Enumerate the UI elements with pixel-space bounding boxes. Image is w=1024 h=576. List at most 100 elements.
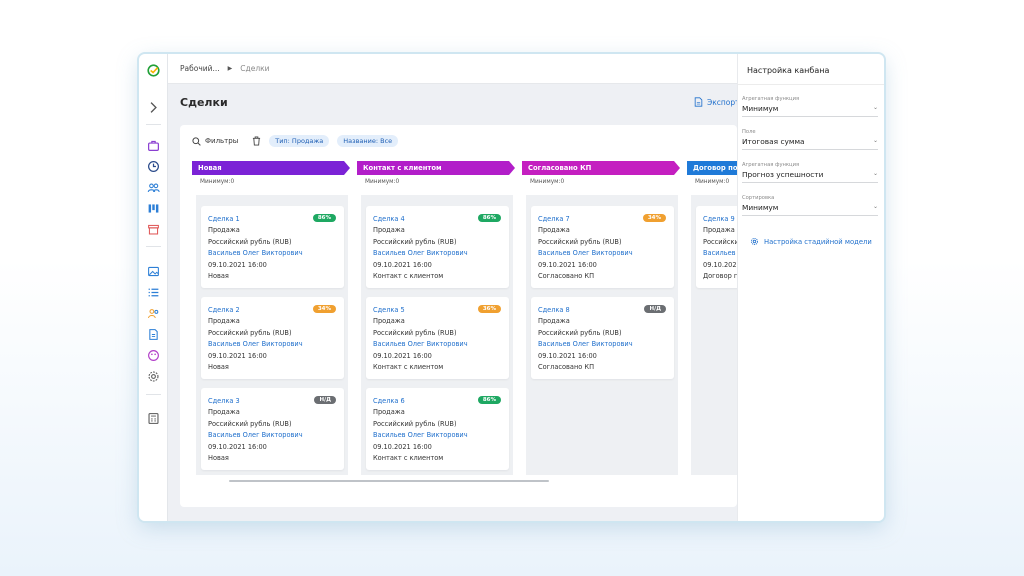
deal-currency: Российский рубль (RUB)	[208, 237, 292, 246]
deal-stage: Контакт с клиентом	[373, 454, 444, 463]
deal-card[interactable]: Сделка 1 Продажа Российский рубль (RUB) …	[201, 206, 344, 288]
deal-date: 09.10.2021 16:00	[373, 442, 432, 451]
column-summary: Минимум:0	[695, 179, 730, 185]
trash-icon[interactable]	[252, 136, 261, 146]
deal-stage: Контакт с клиентом	[373, 272, 444, 281]
deal-owner-link[interactable]: Васильев Олег Викторович	[538, 340, 633, 349]
chevron-down-icon: ⌄	[872, 170, 878, 177]
image-icon[interactable]	[146, 264, 161, 279]
deal-currency: Российский рубль (RUB)	[373, 419, 457, 428]
probability-badge: 34%	[312, 305, 336, 313]
deal-card[interactable]: Сделка 9 Продажа Российский р Васильев О…	[696, 206, 737, 288]
deal-date: 09.10.2021	[703, 260, 737, 269]
deal-name-link[interactable]: Сделка 5	[373, 306, 405, 314]
archive-icon[interactable]	[146, 222, 161, 237]
deal-date: 09.10.2021 16:00	[538, 351, 597, 360]
page-title: Сделки	[180, 96, 228, 109]
deal-type: Продажа	[208, 226, 240, 235]
deal-type: Продажа	[703, 226, 735, 235]
deal-name-link[interactable]: Сделка 4	[373, 215, 405, 223]
filters-button[interactable]: Фильтры	[192, 136, 238, 146]
panel-title: Настройка канбана	[747, 66, 830, 75]
chevron-down-icon: ⌄	[872, 104, 878, 111]
deal-card[interactable]: Сделка 5 Продажа Российский рубль (RUB) …	[366, 297, 509, 379]
deal-card[interactable]: Сделка 7 Продажа Российский рубль (RUB) …	[531, 206, 674, 288]
deal-owner-link[interactable]: Васильев Олег Викторович	[373, 249, 468, 258]
export-button[interactable]: Экспорт	[694, 97, 740, 107]
team-icon[interactable]	[146, 306, 161, 321]
list-icon[interactable]	[146, 285, 161, 300]
deal-card[interactable]: Сделка 3 Продажа Российский рубль (RUB) …	[201, 388, 344, 470]
column-header[interactable]: Новая	[192, 161, 350, 175]
briefcase-icon[interactable]	[146, 138, 161, 153]
expand-chevron-icon[interactable]	[146, 100, 161, 115]
deal-owner-link[interactable]: Васильев Олег Викторович	[373, 431, 468, 440]
deal-type: Продажа	[208, 317, 240, 326]
column-summary: Минимум:0	[530, 179, 565, 185]
deal-stage: Согласовано КП	[538, 363, 595, 372]
clock-icon[interactable]	[146, 159, 161, 174]
deal-currency: Российский рубль (RUB)	[373, 328, 457, 337]
document-icon[interactable]	[146, 327, 161, 342]
deal-card[interactable]: Сделка 2 Продажа Российский рубль (RUB) …	[201, 297, 344, 379]
deal-name-link[interactable]: Сделка 3	[208, 397, 240, 405]
probability-badge: 86%	[477, 396, 501, 404]
filter-chip-name[interactable]: Название: Все	[337, 135, 399, 147]
field-value: Прогноз успешности	[742, 170, 824, 179]
deal-date: 09.10.2021 16:00	[373, 260, 432, 269]
deal-stage: Новая	[208, 454, 229, 463]
deal-name-link[interactable]: Сделка 7	[538, 215, 570, 223]
deal-owner-link[interactable]: Васильев Олег Викторович	[208, 249, 303, 258]
app-window: Рабочий... ▶ Сделки Сделки Экспорт Фильт…	[139, 54, 884, 521]
stage-model-settings-link[interactable]: Настройка стадийной модели	[750, 237, 872, 246]
column-header[interactable]: Договор под	[687, 161, 737, 175]
deal-owner-link[interactable]: Васильев Олег Викторович	[208, 340, 303, 349]
deal-type: Продажа	[538, 317, 570, 326]
deal-owner-link[interactable]: Васильев О	[703, 249, 737, 258]
field-value: Минимум	[742, 203, 779, 212]
chevron-down-icon: ⌄	[872, 137, 878, 144]
field-label: Агрегатная функция	[742, 96, 800, 102]
column-header[interactable]: Контакт с клиентом	[357, 161, 515, 175]
deal-name-link[interactable]: Сделка 8	[538, 306, 570, 314]
deal-card[interactable]: Сделка 4 Продажа Российский рубль (RUB) …	[366, 206, 509, 288]
field-label: Сортировка	[742, 195, 775, 201]
aggregate-function-select-2[interactable]: Агрегатная функция Прогноз успешности ⌄	[742, 162, 878, 183]
deal-currency: Российский рубль (RUB)	[208, 328, 292, 337]
calculator-icon[interactable]	[146, 411, 161, 426]
deal-card[interactable]: Сделка 6 Продажа Российский рубль (RUB) …	[366, 388, 509, 470]
deal-card[interactable]: Сделка 8 Продажа Российский рубль (RUB) …	[531, 297, 674, 379]
field-select[interactable]: Поле Итоговая сумма ⌄	[742, 129, 878, 150]
filter-chip-type[interactable]: Тип: Продажа	[269, 135, 330, 147]
settings-icon[interactable]	[146, 369, 161, 384]
deal-currency: Российский рубль (RUB)	[538, 237, 622, 246]
probability-badge: 36%	[477, 305, 501, 313]
deal-type: Продажа	[373, 408, 405, 417]
column-body: Сделка 1 Продажа Российский рубль (RUB) …	[196, 195, 348, 475]
deal-type: Продажа	[373, 226, 405, 235]
breadcrumb-root[interactable]: Рабочий...	[180, 64, 220, 73]
deal-date: 09.10.2021 16:00	[208, 351, 267, 360]
breadcrumb-current: Сделки	[240, 64, 270, 73]
deal-stage: Новая	[208, 272, 229, 281]
breadcrumb-separator-icon: ▶	[227, 65, 233, 72]
deal-date: 09.10.2021 16:00	[538, 260, 597, 269]
kanban-icon[interactable]	[146, 201, 161, 216]
deal-name-link[interactable]: Сделка 2	[208, 306, 240, 314]
deal-owner-link[interactable]: Васильев Олег Викторович	[538, 249, 633, 258]
column-header[interactable]: Согласовано КП	[522, 161, 680, 175]
sort-select[interactable]: Сортировка Минимум ⌄	[742, 195, 878, 216]
logo-icon[interactable]	[146, 63, 161, 78]
deal-owner-link[interactable]: Васильев Олег Викторович	[208, 431, 303, 440]
deal-name-link[interactable]: Сделка 6	[373, 397, 405, 405]
horizontal-scrollbar[interactable]	[229, 480, 549, 482]
deal-stage: Контакт с клиентом	[373, 363, 444, 372]
deal-owner-link[interactable]: Васильев Олег Викторович	[373, 340, 468, 349]
aggregate-function-select[interactable]: Агрегатная функция Минимум ⌄	[742, 96, 878, 117]
deal-stage: Новая	[208, 363, 229, 372]
palette-icon[interactable]	[146, 348, 161, 363]
deal-name-link[interactable]: Сделка 1	[208, 215, 240, 223]
deal-name-link[interactable]: Сделка 9	[703, 215, 735, 223]
users-icon[interactable]	[146, 180, 161, 195]
deal-currency: Российский р	[703, 237, 737, 246]
